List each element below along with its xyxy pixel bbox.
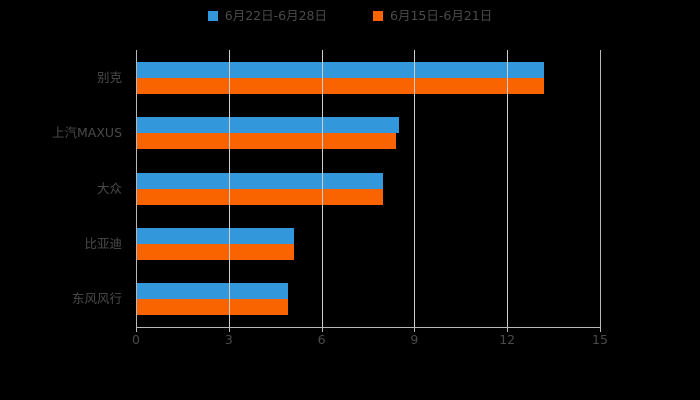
gridline-0 — [136, 50, 137, 327]
bar-series-0[interactable] — [136, 227, 294, 244]
bar-series-0[interactable] — [136, 61, 545, 78]
x-axis-tick-label: 15 — [592, 332, 608, 347]
x-axis-tick — [414, 327, 416, 332]
chart-legend: 6月22日-6月28日 6月15日-6月21日 — [0, 8, 700, 23]
bar-series-0[interactable] — [136, 283, 288, 300]
x-axis-tick — [228, 327, 230, 332]
x-axis-tick — [600, 327, 601, 332]
y-axis-label: 上汽MAXUS — [52, 125, 122, 141]
x-axis-tick — [507, 327, 509, 332]
y-axis-category-labels: 别克上汽MAXUS 大众比亚迪东风风行 — [0, 50, 130, 327]
bar-group — [136, 227, 600, 261]
x-axis-tick-label: 0 — [132, 332, 140, 347]
x-axis-tick-label: 3 — [224, 332, 233, 347]
y-axis-label: 别克 — [96, 69, 122, 85]
legend-label-series-1: 6月15日-6月21日 — [390, 8, 493, 23]
bars-layer — [136, 50, 600, 327]
gridline-9 — [414, 50, 416, 327]
legend-item-series-0[interactable]: 6月22日-6月28日 — [207, 8, 327, 23]
gridline-3 — [228, 50, 230, 327]
legend-swatch-orange-icon — [373, 11, 383, 22]
bar-group — [136, 172, 600, 206]
bar-group — [136, 282, 600, 316]
y-axis-label: 比亚迪 — [84, 235, 122, 251]
bar-series-1[interactable] — [136, 243, 294, 260]
y-axis-label: 大众 — [96, 180, 122, 196]
gridline-15 — [600, 50, 601, 327]
bar-group — [136, 61, 600, 95]
x-axis-tick-label: 12 — [499, 332, 516, 347]
bar-series-0[interactable] — [136, 117, 399, 134]
bar-group — [136, 116, 600, 150]
x-axis-tick — [321, 327, 323, 332]
x-axis-line — [136, 327, 600, 328]
bar-series-1[interactable] — [136, 77, 545, 94]
bar-series-1[interactable] — [136, 133, 396, 150]
gridline-12 — [507, 50, 509, 327]
plot-area — [136, 50, 601, 327]
legend-swatch-blue-icon — [207, 11, 218, 22]
x-axis-tick-label: 9 — [410, 332, 419, 347]
bar-series-1[interactable] — [136, 188, 384, 205]
gridline-6 — [321, 50, 323, 327]
legend-label-series-0: 6月22日-6月28日 — [224, 8, 327, 23]
x-axis-tick-label: 6 — [317, 332, 326, 347]
bar-series-1[interactable] — [136, 299, 288, 316]
legend-item-series-1[interactable]: 6月15日-6月21日 — [373, 8, 493, 23]
bar-series-0[interactable] — [136, 172, 384, 189]
x-axis-tick — [136, 327, 137, 332]
y-axis-label: 东风风行 — [71, 291, 122, 307]
